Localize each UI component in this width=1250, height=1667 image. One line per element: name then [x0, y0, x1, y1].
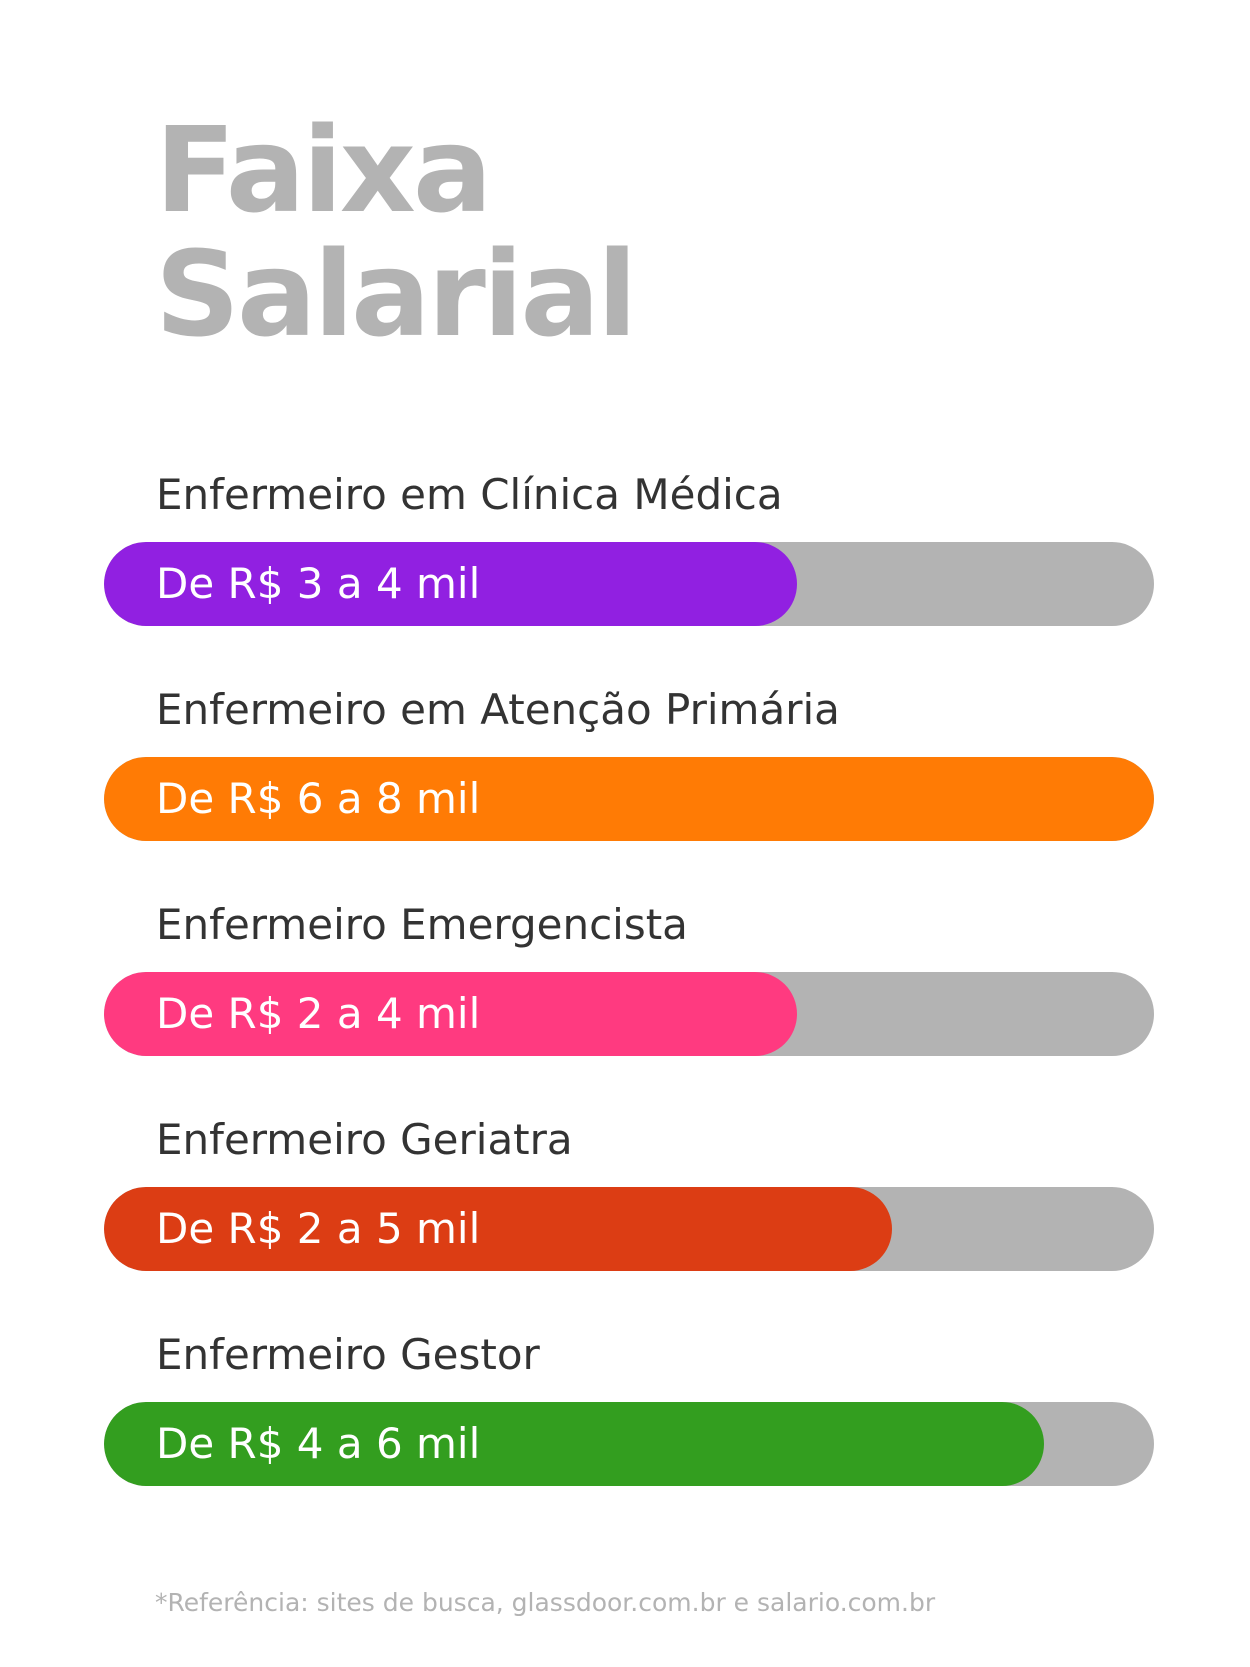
role-label: Enfermeiro Gestor — [156, 1330, 540, 1379]
role-label: Enfermeiro em Atenção Primária — [156, 685, 840, 734]
salary-row: Enfermeiro em Atenção Primária De R$ 6 a … — [0, 680, 1250, 850]
salary-bar-track: De R$ 2 a 4 mil — [104, 972, 1154, 1056]
salary-row: Enfermeiro Emergencista De R$ 2 a 4 mil — [0, 895, 1250, 1065]
salary-range-label: De R$ 2 a 5 mil — [156, 1204, 481, 1253]
salary-range-label: De R$ 2 a 4 mil — [156, 989, 481, 1038]
role-label: Enfermeiro Geriatra — [156, 1115, 573, 1164]
role-label: Enfermeiro em Clínica Médica — [156, 470, 783, 519]
salary-row: Enfermeiro Gestor De R$ 4 a 6 mil — [0, 1325, 1250, 1495]
salary-bar-fill — [104, 1402, 1044, 1486]
salary-bar-track: De R$ 2 a 5 mil — [104, 1187, 1154, 1271]
salary-bar-track: De R$ 6 a 8 mil — [104, 757, 1154, 841]
salary-bar-fill — [104, 757, 1154, 841]
title-line-2: Salarial — [155, 225, 637, 363]
page-title: Faixa Salarial — [155, 101, 637, 363]
salary-row: Enfermeiro em Clínica Médica De R$ 3 a 4 … — [0, 465, 1250, 635]
role-label: Enfermeiro Emergencista — [156, 900, 688, 949]
salary-range-label: De R$ 6 a 8 mil — [156, 774, 481, 823]
salary-bar-track: De R$ 4 a 6 mil — [104, 1402, 1154, 1486]
salary-bar-fill — [104, 972, 797, 1056]
salary-bar-track: De R$ 3 a 4 mil — [104, 542, 1154, 626]
salary-row: Enfermeiro Geriatra De R$ 2 a 5 mil — [0, 1110, 1250, 1280]
salary-range-label: De R$ 4 a 6 mil — [156, 1419, 481, 1468]
salary-bar-fill — [104, 1187, 892, 1271]
title-line-1: Faixa — [155, 101, 493, 239]
reference-footnote: *Referência: sites de busca, glassdoor.c… — [155, 1588, 936, 1617]
salary-range-label: De R$ 3 a 4 mil — [156, 559, 481, 608]
salary-bar-fill — [104, 542, 797, 626]
